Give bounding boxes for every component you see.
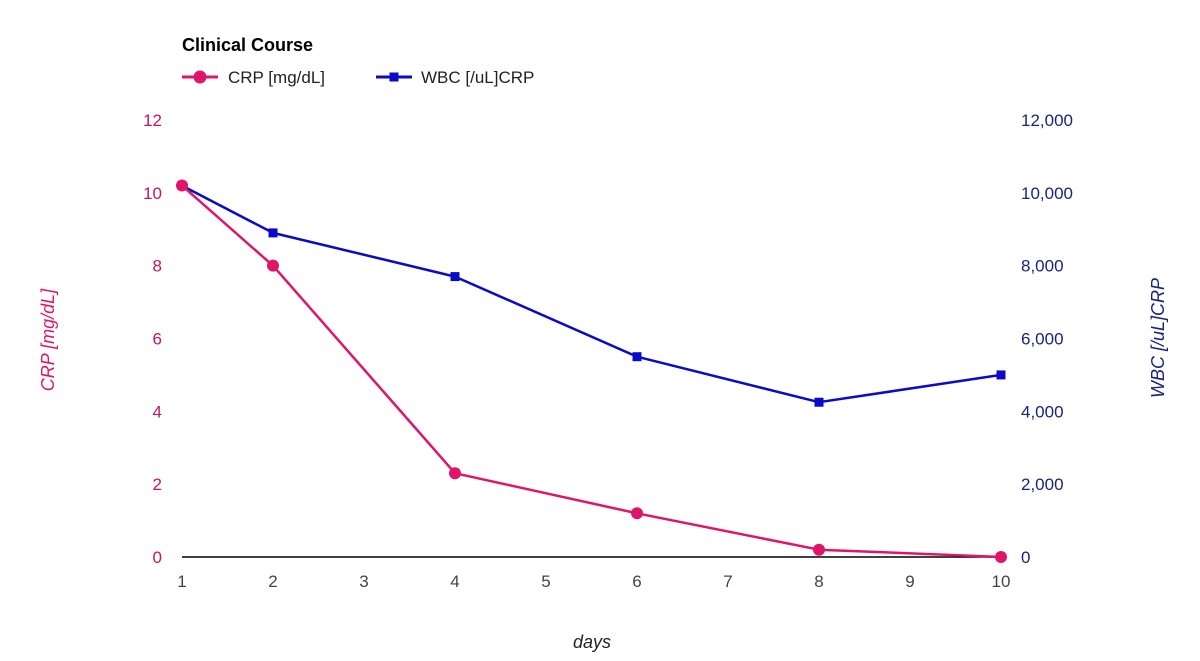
x-tick-label: 4	[450, 572, 459, 591]
series-wbc-point[interactable]	[450, 272, 460, 282]
left-tick-label: 2	[153, 475, 162, 494]
left-tick-label: 8	[153, 257, 162, 276]
legend-crp-marker	[193, 70, 207, 84]
right-tick-label: 4,000	[1021, 402, 1064, 421]
right-tick-label: 12,000	[1021, 111, 1073, 130]
x-tick-label: 2	[268, 572, 277, 591]
chart-title: Clinical Course	[182, 35, 313, 55]
series-wbc-point[interactable]	[814, 397, 824, 407]
series-wbc	[177, 181, 1006, 407]
legend-wbc-marker	[389, 72, 399, 82]
legend-item-wbc[interactable]: WBC [/uL]CRP	[376, 68, 534, 87]
right-tick-label: 10,000	[1021, 184, 1073, 203]
legend-wbc-label: WBC [/uL]CRP	[421, 68, 534, 87]
right-axis-title: WBC [/uL]CRP	[1148, 278, 1168, 398]
left-tick-label: 4	[153, 402, 162, 421]
x-tick-label: 8	[814, 572, 823, 591]
right-tick-label: 2,000	[1021, 475, 1064, 494]
x-tick-label: 1	[177, 572, 186, 591]
x-tick-label: 5	[541, 572, 550, 591]
right-tick-label: 6,000	[1021, 330, 1064, 349]
left-tick-label: 6	[153, 330, 162, 349]
x-tick-label: 6	[632, 572, 641, 591]
series-crp-point[interactable]	[995, 551, 1007, 563]
x-tick-label: 7	[723, 572, 732, 591]
series-crp-point[interactable]	[631, 507, 643, 520]
x-tick-label: 10	[992, 572, 1011, 591]
x-axis-title: days	[573, 632, 611, 652]
legend: CRP [mg/dL] WBC [/uL]CRP	[182, 68, 534, 87]
left-axis-ticks: 0 2 4 6 8 10 12	[143, 111, 162, 567]
x-tick-label: 3	[359, 572, 368, 591]
series-wbc-point[interactable]	[268, 228, 278, 238]
right-tick-label: 8,000	[1021, 257, 1064, 276]
left-axis-title: CRP [mg/dL]	[38, 288, 58, 391]
series-crp-point[interactable]	[449, 467, 461, 480]
right-tick-label: 0	[1021, 548, 1030, 567]
series-crp	[176, 179, 1007, 563]
series-wbc-point[interactable]	[996, 370, 1006, 380]
left-tick-label: 0	[153, 548, 162, 567]
series-crp-point[interactable]	[813, 543, 825, 556]
x-tick-label: 9	[905, 572, 914, 591]
series-wbc-line	[181, 184, 1002, 404]
x-axis-ticks: 1 2 3 4 5 6 7 8 9 10	[177, 572, 1010, 591]
series-wbc-point[interactable]	[632, 352, 642, 362]
legend-crp-label: CRP [mg/dL]	[228, 68, 325, 87]
series-crp-line	[181, 184, 1002, 559]
series-crp-point[interactable]	[176, 179, 188, 192]
series-layer	[176, 179, 1007, 563]
series-crp-point[interactable]	[267, 259, 279, 272]
legend-item-crp[interactable]: CRP [mg/dL]	[182, 68, 325, 87]
right-axis-ticks: 0 2,000 4,000 6,000 8,000 10,000 12,000	[1021, 111, 1073, 567]
left-tick-label: 12	[143, 111, 162, 130]
left-tick-label: 10	[143, 184, 162, 203]
